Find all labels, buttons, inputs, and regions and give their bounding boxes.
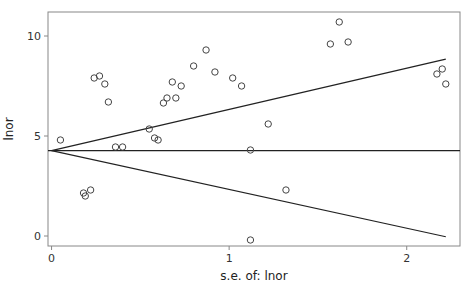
x-tick [229,246,230,250]
study-point [203,47,209,53]
study-point [336,19,342,25]
y-tick [44,236,48,237]
study-point [229,75,235,81]
study-point [178,83,184,89]
study-point [283,187,289,193]
x-tick [406,246,407,250]
plot-frame [48,12,460,246]
study-point [105,99,111,105]
study-point [327,41,333,47]
study-point [345,39,351,45]
y-tick-label: 10 [27,30,41,43]
y-axis-label: lnor [2,117,16,140]
y-tick-label: 0 [34,230,41,243]
study-point [443,81,449,87]
study-point [164,95,170,101]
x-tick-label: 2 [403,252,410,265]
study-point [87,187,93,193]
study-point [212,69,218,75]
study-point [112,144,118,150]
study-point [434,71,440,77]
study-point [190,63,196,69]
study-point [173,95,179,101]
y-tick-label: 5 [34,130,41,143]
funnel-line [52,59,446,150]
study-point [265,121,271,127]
study-point [155,137,161,143]
study-point [169,79,175,85]
x-tick [51,246,52,250]
study-point [57,137,63,143]
study-point [439,66,445,72]
study-point [119,144,125,150]
study-point [146,126,152,132]
study-point [247,237,253,243]
x-tick-label: 1 [226,252,233,265]
funnel-line [52,151,446,237]
study-point [96,73,102,79]
x-axis-label: s.e. of: lnor [220,269,287,283]
study-point [247,147,253,153]
study-point [102,81,108,87]
y-tick [44,136,48,137]
study-point [238,83,244,89]
x-tick-label: 0 [48,252,55,265]
y-tick [44,36,48,37]
study-point [82,193,88,199]
plot-area [48,19,460,243]
chart: 0 1 2 0 5 10 s.e. of: lnor lnor [0,0,474,286]
